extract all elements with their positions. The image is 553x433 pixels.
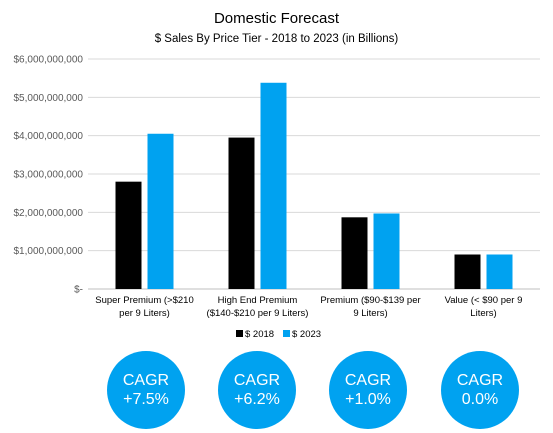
cagr-label: CAGR xyxy=(344,372,392,389)
bar-2018 xyxy=(228,137,255,289)
bar-2023 xyxy=(373,213,400,289)
chart-subtitle: $ Sales By Price Tier - 2018 to 2023 (in… xyxy=(154,33,399,45)
cagr-value: +6.2% xyxy=(234,391,280,408)
y-tick-label: $1,000,000,000 xyxy=(13,246,83,257)
cagr-value: +7.5% xyxy=(123,391,169,408)
y-tick-label: $- xyxy=(74,285,83,296)
y-tick-label: $4,000,000,000 xyxy=(13,131,83,142)
legend-label: $ 2018 xyxy=(245,329,274,340)
cagr-label: CAGR xyxy=(456,372,504,389)
legend-swatch xyxy=(283,330,290,337)
x-tick-label: Super Premium (>$210 per 9 Liters) xyxy=(95,295,193,319)
cagr-value: 0.0% xyxy=(461,391,499,408)
cagr-badge: CAGR +6.2% xyxy=(218,351,296,429)
x-tick-label: Premium ($90-$139 per 9 Liters) xyxy=(320,295,420,319)
cagr-badge: CAGR 0.0% xyxy=(441,351,519,429)
legend-label: $ 2023 xyxy=(292,329,321,340)
cagr-value: +1.0% xyxy=(345,391,391,408)
bar-2018 xyxy=(115,181,142,289)
y-tick-label: $2,000,000,000 xyxy=(13,208,83,219)
bar-2018 xyxy=(454,254,481,289)
bar-2023 xyxy=(260,82,287,290)
bar-2023 xyxy=(147,133,174,289)
legend-swatch xyxy=(236,330,243,337)
bar-2023 xyxy=(486,254,513,289)
y-tick-label: $5,000,000,000 xyxy=(13,93,83,104)
cagr-badge: CAGR +1.0% xyxy=(329,351,407,429)
bar-2018 xyxy=(341,217,368,289)
chart-title: Domestic Forecast xyxy=(213,10,340,27)
y-tick-label: $6,000,000,000 xyxy=(13,55,83,66)
x-tick-label: Value (< $90 per 9 Liters) xyxy=(445,295,523,319)
cagr-label: CAGR xyxy=(122,372,170,389)
cagr-label: CAGR xyxy=(233,372,281,389)
x-tick-label: High End Premium ($140-$210 per 9 Liters) xyxy=(207,295,309,319)
y-tick-label: $3,000,000,000 xyxy=(13,170,83,181)
cagr-badge: CAGR +7.5% xyxy=(107,351,185,429)
